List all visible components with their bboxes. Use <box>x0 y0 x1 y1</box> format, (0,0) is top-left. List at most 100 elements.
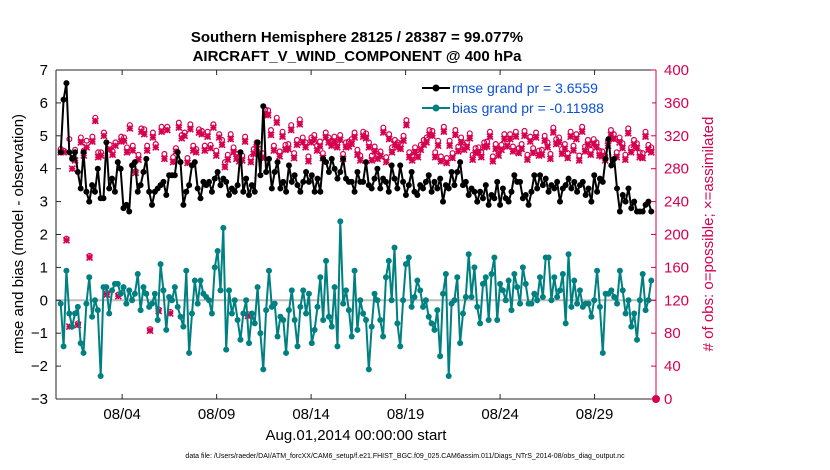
obs-assimilated-point <box>290 154 298 162</box>
bias-point <box>608 287 615 294</box>
obs-assimilated-point <box>385 135 393 143</box>
bias-point <box>420 303 427 310</box>
rmse-point <box>462 178 469 185</box>
rmse-point <box>103 139 110 146</box>
bias-point <box>191 277 198 284</box>
bias-point <box>596 303 603 310</box>
bias-point <box>211 264 218 271</box>
bias-point <box>63 267 70 274</box>
obs-assimilated-point <box>198 130 206 138</box>
obs-assimilated-point <box>532 133 540 142</box>
rmse-point <box>574 188 581 195</box>
rmse-point <box>511 172 518 179</box>
obs-assimilated-point <box>529 149 537 157</box>
rmse-point <box>86 198 93 205</box>
rmse-point <box>422 178 429 185</box>
rmse-point <box>197 195 204 202</box>
bias-point <box>485 317 492 324</box>
rmse-point <box>248 182 255 189</box>
bias-point <box>614 300 621 307</box>
obs-assimilated-point <box>477 153 485 161</box>
obs-assimilated-point <box>382 158 390 166</box>
rmse-point <box>565 175 572 182</box>
obs-assimilated-point <box>85 253 94 262</box>
bias-point <box>231 297 238 304</box>
rmse-point <box>474 198 481 205</box>
bias-point <box>197 277 204 284</box>
obs-assimilated-point <box>310 136 318 144</box>
bias-point <box>143 290 150 297</box>
obs-assimilated-point <box>641 133 650 141</box>
obs-assimilated-point <box>302 143 310 151</box>
bias-point <box>514 284 521 291</box>
bias-point <box>257 330 264 337</box>
rmse-point <box>477 188 484 195</box>
obs-assimilated-point <box>616 138 624 146</box>
y-tick-label: 7 <box>40 62 48 79</box>
rmse-point <box>214 168 221 175</box>
obs-assimilated-point <box>584 141 592 149</box>
obs-assimilated-point <box>157 128 166 136</box>
bias-point <box>568 303 575 310</box>
obs-assimilated-point <box>497 146 506 154</box>
rmse-point <box>534 185 541 192</box>
bias-point <box>499 287 506 294</box>
obs-assimilated-point <box>264 111 272 119</box>
bias-point <box>123 300 130 307</box>
legend-bias-marker <box>432 104 440 112</box>
bias-point <box>465 251 472 258</box>
obs-assimilated-point <box>276 152 284 160</box>
obs-assimilated-point <box>186 125 194 133</box>
obs-assimilated-point <box>230 148 238 156</box>
y-tick-label: 0 <box>40 292 48 309</box>
obs-assimilated-point <box>330 137 338 146</box>
bias-point <box>340 300 347 307</box>
obs-assimilated-point <box>512 133 520 141</box>
rmse-point <box>497 201 504 208</box>
bias-point <box>129 297 136 304</box>
bias-point <box>343 287 350 294</box>
obs-assimilated-point <box>270 147 278 155</box>
rmse-point <box>89 182 96 189</box>
obs-assimilated-point <box>610 135 618 143</box>
bias-point <box>157 261 164 268</box>
bias-point <box>331 284 338 291</box>
y-tick-label: 5 <box>40 128 48 145</box>
bias-point <box>431 326 438 333</box>
bias-point <box>183 267 190 274</box>
rmse-point <box>285 162 292 169</box>
obs-assimilated-point <box>569 147 578 155</box>
legend: rmse grand pr = 3.6559 bias grand pr = -… <box>420 76 652 120</box>
bias-point <box>194 300 201 307</box>
x-tick-label: 08/14 <box>292 406 330 423</box>
bias-point <box>554 294 561 301</box>
rmse-point <box>91 188 98 195</box>
bias-point <box>537 274 544 281</box>
bias-point <box>434 307 441 314</box>
obs-assimilated-point <box>572 135 580 143</box>
obs-assimilated-point <box>250 150 258 158</box>
obs-assimilated-point <box>218 141 226 149</box>
rmse-point <box>131 159 138 166</box>
obs-assimilated-point <box>587 151 595 159</box>
y2-tick-label: 360 <box>664 95 689 112</box>
rmse-point <box>311 188 318 195</box>
rmse-point <box>588 198 595 205</box>
rmse-point <box>440 198 447 205</box>
obs-assimilated-point <box>221 163 229 171</box>
bias-point <box>397 343 404 350</box>
obs-assimilated-point <box>336 136 344 144</box>
bias-point <box>328 323 335 330</box>
bias-point <box>511 270 518 277</box>
bias-point <box>86 274 93 281</box>
obs-assimilated-point <box>325 138 333 146</box>
bias-point <box>539 294 546 301</box>
bias-point <box>71 310 78 317</box>
bias-point <box>411 294 418 301</box>
bias-point <box>214 247 221 254</box>
obs-assimilated-point <box>520 132 529 140</box>
rmse-point <box>579 178 586 185</box>
legend-bias-label: bias grand pr = -0.11988 <box>452 100 604 116</box>
bias-point <box>562 320 569 327</box>
bias-point <box>628 323 635 330</box>
